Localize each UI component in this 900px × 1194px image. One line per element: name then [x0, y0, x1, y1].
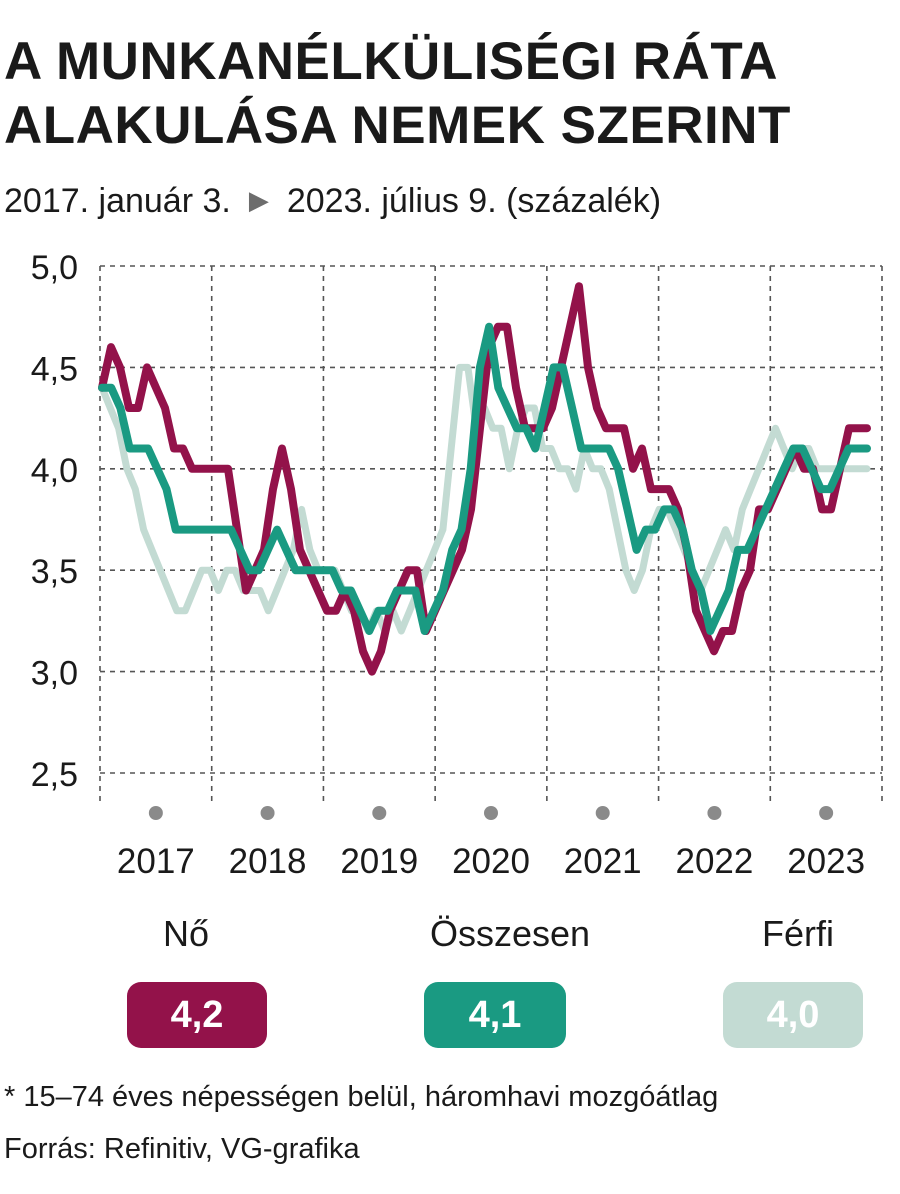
y-tick-label: 5,0: [31, 249, 78, 287]
date-to: 2023. július 9. (százalék): [286, 182, 662, 220]
line-chart: 2,5 3,0 3,5 4,0 4,5 5,0 2017 2018 2019 2020 2021 20…: [31, 249, 883, 881]
chart-title-line-2: ALAKULÁSA NEMEK SZERINT: [4, 96, 791, 155]
year-marker-dot: [484, 806, 498, 820]
source-note: Forrás: Refinitiv, VG-grafika: [4, 1133, 360, 1165]
legend-label-osszesen: Összesen: [430, 913, 591, 954]
value-badge-osszesen: 4,1: [424, 982, 566, 1048]
year-marker-dot: [819, 806, 834, 820]
y-tick-label: 4,0: [31, 452, 78, 490]
x-tick-label: 2022: [675, 842, 753, 881]
series-line--sszesen: [98, 322, 871, 635]
y-tick-label: 3,5: [31, 553, 78, 591]
x-tick-label: 2019: [340, 842, 418, 881]
legend-label-no: Nő: [163, 913, 210, 954]
chart-subtitle: 2017. január 3. ▶ 2023. július 9. (százalé…: [4, 178, 661, 223]
x-tick-label: 2023: [787, 842, 865, 881]
year-marker-dot: [148, 806, 163, 820]
value-badge-ferfi: 4,0: [723, 982, 863, 1048]
legend-label-ferfi: Férfi: [762, 913, 834, 954]
footnote: * 15–74 éves népességen belül, háromhavi…: [4, 1081, 719, 1113]
year-marker-dot: [595, 806, 610, 820]
year-marker-dot: [260, 806, 275, 820]
chart-title-line-1: A MUNKANÉLKÜLISÉGI RÁTA: [4, 32, 779, 91]
year-marker-dot: [372, 806, 387, 820]
series-line-n-: [98, 282, 871, 676]
chart-title: A MUNKANÉLKÜLISÉGI RÁTA ALAKULÁSA NEMEK …: [4, 30, 894, 158]
y-tick-label: 3,0: [31, 655, 78, 693]
value-badge-no: 4,2: [127, 982, 267, 1048]
x-tick-label: 2021: [564, 842, 642, 881]
x-tick-label: 2017: [117, 842, 195, 881]
year-marker-dot: [707, 806, 722, 820]
y-tick-label: 4,5: [31, 350, 78, 388]
date-from: 2017. január 3.: [4, 182, 231, 220]
play-arrow-icon: ▶: [248, 185, 269, 215]
x-tick-label: 2018: [229, 842, 307, 881]
x-tick-label: 2020: [452, 842, 530, 881]
y-tick-label: 2,5: [31, 756, 78, 794]
